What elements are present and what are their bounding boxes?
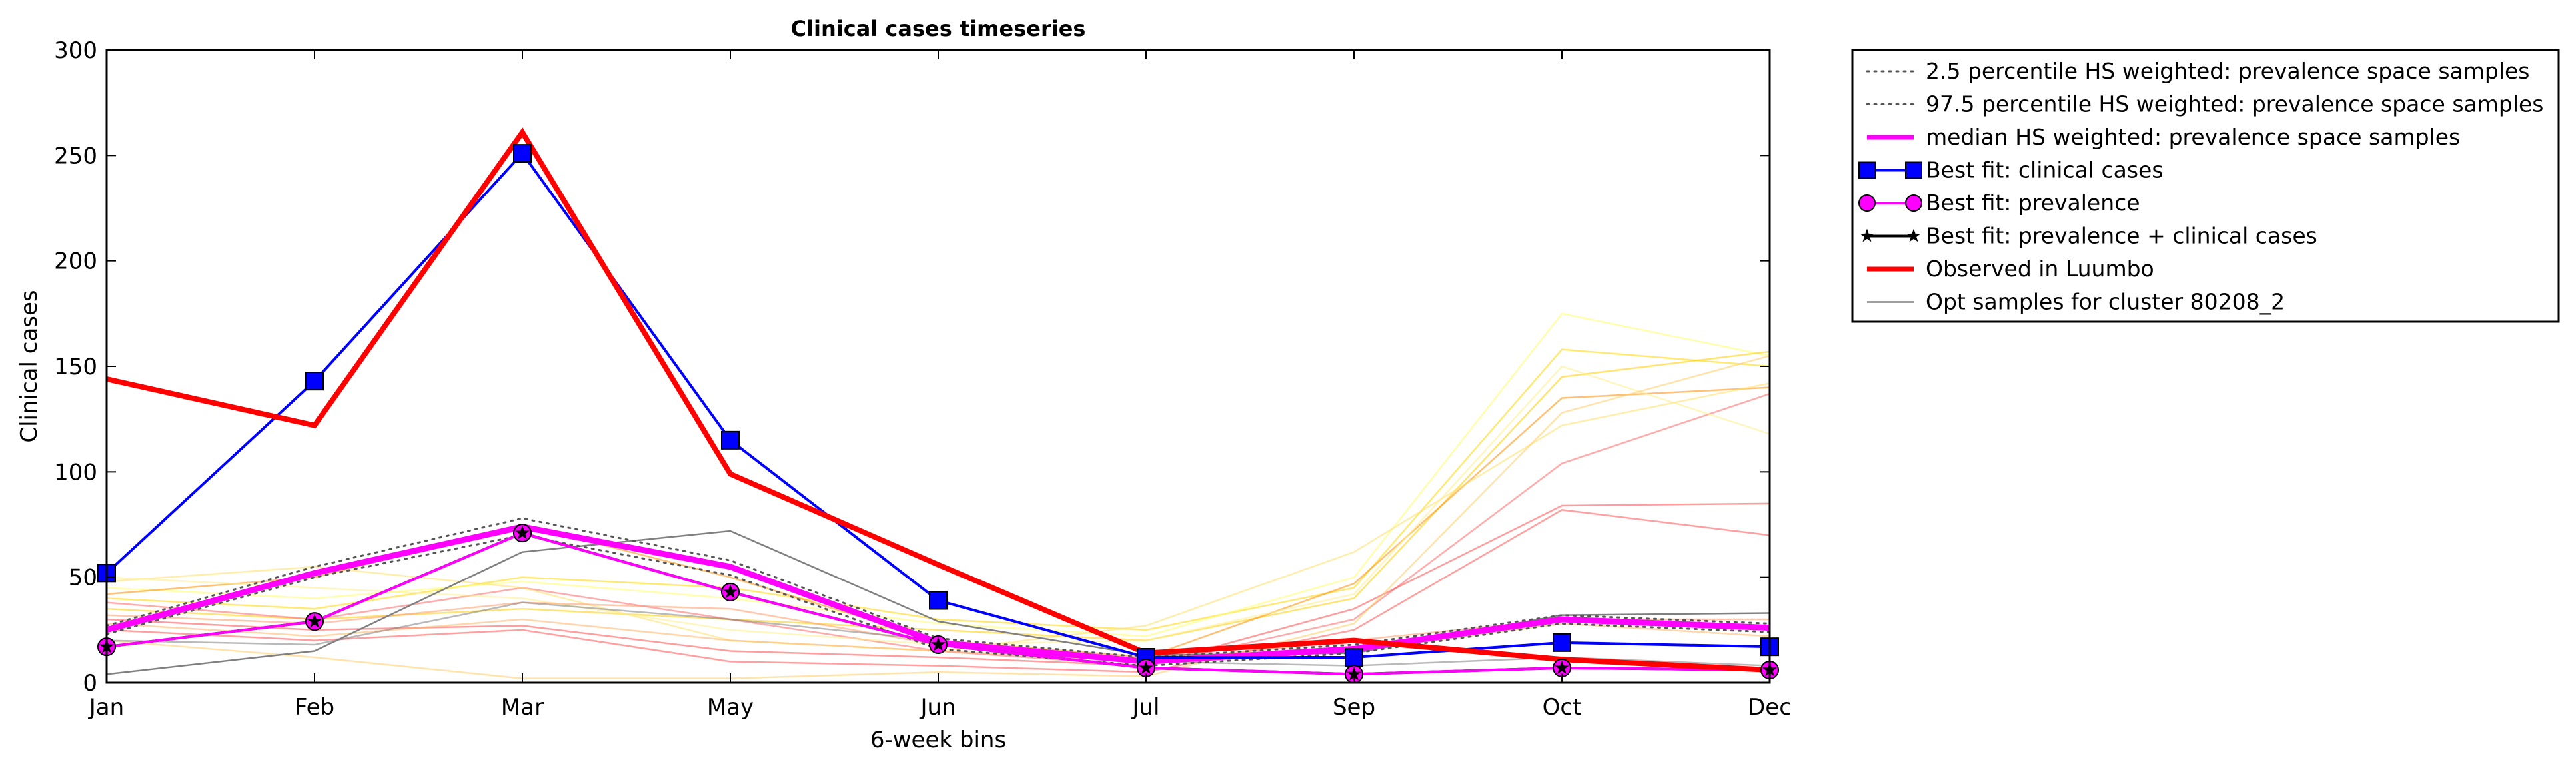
y-tick-label: 0	[83, 670, 97, 697]
legend-label: Observed in Luumbo	[1926, 256, 2154, 282]
legend-label: median HS weighted: prevalence space sam…	[1926, 124, 2460, 150]
legend-entry: Opt samples for cluster 80208_2	[1867, 289, 2285, 315]
x-axis-label: 6-week bins	[870, 727, 1006, 753]
legend-marker	[1858, 194, 1876, 212]
legend-entry: Best fit: clinical cases	[1858, 157, 2164, 183]
marker-star	[931, 637, 946, 651]
y-tick-label: 250	[54, 143, 97, 169]
x-tick-label: Dec	[1748, 694, 1792, 721]
axes: Jan Feb Mar May Jun Jul Sep Oct Dec 0 50 100 150 200 2…	[54, 37, 1792, 721]
y-tick-label: 50	[69, 565, 97, 591]
legend-marker	[1858, 161, 1876, 179]
sample-line-6	[107, 509, 1770, 673]
sample-line-7	[107, 382, 1770, 652]
marker-square	[305, 372, 324, 391]
legend-marker	[1860, 228, 1874, 242]
marker-star	[723, 584, 738, 599]
marker-square	[721, 430, 740, 450]
x-tick-label: May	[707, 694, 754, 721]
legend-label: Best fit: prevalence + clinical cases	[1926, 223, 2317, 249]
marker-star	[307, 613, 322, 628]
marker-star	[1139, 660, 1153, 675]
legend-entry: Best fit: prevalence	[1858, 190, 2140, 216]
legend-label: Best fit: prevalence	[1926, 190, 2140, 216]
series-line-6	[107, 127, 1770, 673]
marker-square	[929, 591, 948, 610]
y-tick-label: 150	[54, 354, 97, 380]
sample-line-9	[107, 354, 1770, 679]
legend-label: Best fit: clinical cases	[1926, 157, 2164, 183]
marker-square	[1345, 648, 1363, 667]
marker-square	[1553, 633, 1571, 652]
marker-star	[515, 525, 530, 540]
x-tick-label: Jul	[1131, 694, 1159, 721]
marker-star	[1555, 660, 1569, 675]
marker-square	[513, 144, 532, 163]
legend-label: 2.5 percentile HS weighted: prevalence s…	[1926, 58, 2530, 84]
x-tick-label: Feb	[295, 694, 334, 721]
sample-line-5	[107, 502, 1770, 667]
x-tick-label: Oct	[1543, 694, 1582, 721]
y-tick-label: 300	[54, 37, 97, 64]
x-tick-label: Sep	[1333, 694, 1375, 721]
legend-box	[1851, 49, 2560, 323]
series-line-1	[107, 517, 1770, 659]
x-tick-label: Jun	[919, 694, 956, 721]
legend-entry: 2.5 percentile HS weighted: prevalence s…	[1866, 58, 2530, 84]
legend-entry: Best fit: prevalence + clinical cases	[1860, 223, 2317, 249]
y-tick-label: 100	[54, 459, 97, 486]
legend: 2.5 percentile HS weighted: prevalence s…	[1851, 49, 2560, 323]
legend-marker	[1905, 161, 1922, 179]
y-tick-label: 200	[54, 248, 97, 275]
sample-line-1	[107, 312, 1770, 637]
y-axis-label: Clinical cases	[16, 290, 43, 442]
legend-marker	[1905, 194, 1922, 212]
legend-label: 97.5 percentile HS weighted: prevalence …	[1926, 91, 2544, 117]
x-tick-label: Mar	[501, 694, 544, 721]
legend-label: Opt samples for cluster 80208_2	[1926, 289, 2285, 315]
legend-entry: Observed in Luumbo	[1867, 256, 2154, 282]
legend-marker	[1906, 228, 1921, 242]
legend-entry: median HS weighted: prevalence space sam…	[1867, 124, 2460, 150]
legend-entry: 97.5 percentile HS weighted: prevalence …	[1866, 91, 2544, 117]
chart-title: Clinical cases timeseries	[791, 16, 1086, 41]
plot-area	[97, 127, 1779, 684]
x-tick-label: Jan	[88, 694, 124, 721]
sample-line-0	[107, 348, 1770, 631]
series-line-3	[107, 151, 1770, 659]
